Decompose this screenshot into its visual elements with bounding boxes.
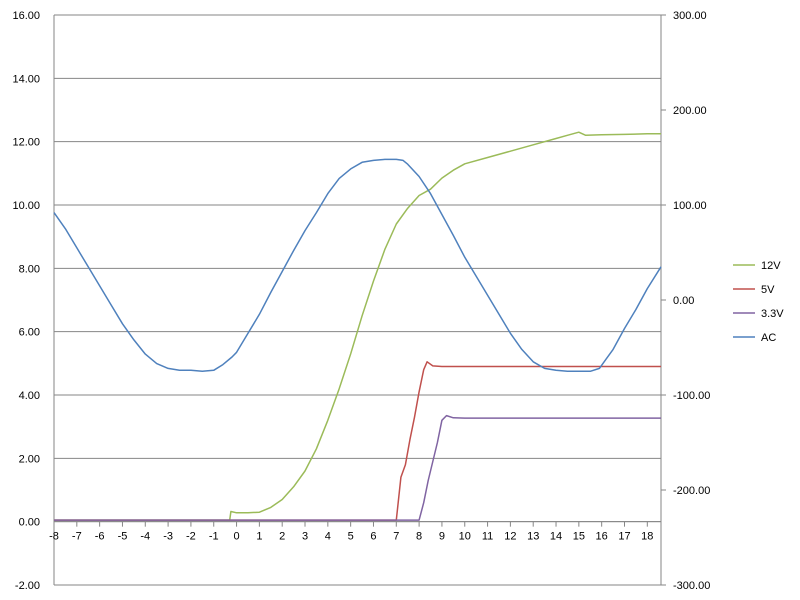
y-left-tick-label: 12.00 xyxy=(12,137,40,149)
y-right-tick-label: -200.00 xyxy=(673,485,710,497)
legend-label: AC xyxy=(761,332,776,344)
y-left-tick-label: 16.00 xyxy=(12,10,40,22)
x-tick-label: 14 xyxy=(550,531,562,543)
x-tick-label: 17 xyxy=(618,531,630,543)
x-tick-label: 11 xyxy=(482,531,493,543)
x-tick-label: 18 xyxy=(641,531,653,543)
x-tick-label: 7 xyxy=(393,531,399,543)
y-left-tick-label: 6.00 xyxy=(19,327,40,339)
y-right-tick-label: -300.00 xyxy=(673,580,710,592)
y-right-tick-label: 300.00 xyxy=(673,10,707,22)
x-tick-label: 1 xyxy=(256,531,262,543)
x-tick-label: 8 xyxy=(416,531,422,543)
legend-label: 3.3V xyxy=(761,308,784,320)
series-line-12v xyxy=(54,131,661,521)
y-left-tick-label: 2.00 xyxy=(19,453,40,465)
x-tick-label: -8 xyxy=(49,531,59,543)
x-tick-label: 13 xyxy=(527,531,539,543)
x-tick-label: 10 xyxy=(459,531,471,543)
x-tick-label: 5 xyxy=(348,531,354,543)
y-left-tick-label: 8.00 xyxy=(19,263,40,275)
x-tick-label: -6 xyxy=(95,531,105,543)
x-tick-label: -5 xyxy=(118,531,128,543)
x-tick-label: -3 xyxy=(163,531,173,543)
series-line-5v xyxy=(54,361,661,521)
x-tick-label: 12 xyxy=(504,531,516,543)
x-tick-label: -1 xyxy=(209,531,219,543)
x-tick-label: -4 xyxy=(140,531,150,543)
x-tick-label: 2 xyxy=(279,531,285,543)
y-left-tick-label: 14.00 xyxy=(12,73,40,85)
x-tick-label: 15 xyxy=(573,531,585,543)
series-lines xyxy=(53,131,662,521)
y-right-tick-label: 0.00 xyxy=(673,295,694,307)
legend-label: 5V xyxy=(761,284,775,296)
x-tick-label: 0 xyxy=(233,531,239,543)
y-left-tick-label: 4.00 xyxy=(19,390,40,402)
y-left-tick-label: 0.00 xyxy=(19,517,40,529)
x-tick-label: 9 xyxy=(439,531,445,543)
y-left-tick-label: 10.00 xyxy=(12,200,40,212)
y-right-tick-label: 200.00 xyxy=(673,105,707,117)
y-left-tick-label: -2.00 xyxy=(15,580,40,592)
x-tick-label: -2 xyxy=(186,531,196,543)
x-tick-label: 3 xyxy=(302,531,308,543)
x-tick-label: 16 xyxy=(596,531,608,543)
x-tick-label: 4 xyxy=(325,531,331,543)
x-tick-label: 6 xyxy=(370,531,376,543)
y-right-tick-label: -100.00 xyxy=(673,390,710,402)
series-line-ac xyxy=(53,158,662,373)
legend-label: 12V xyxy=(761,260,781,272)
x-tick-label: -7 xyxy=(72,531,82,543)
legend: 12V 5V 3.3V AC xyxy=(733,260,784,344)
axes: -2.000.002.004.006.008.0010.0012.0014.00… xyxy=(12,10,710,592)
y-right-tick-label: 100.00 xyxy=(673,200,707,212)
series-line-3-3v xyxy=(54,414,661,521)
